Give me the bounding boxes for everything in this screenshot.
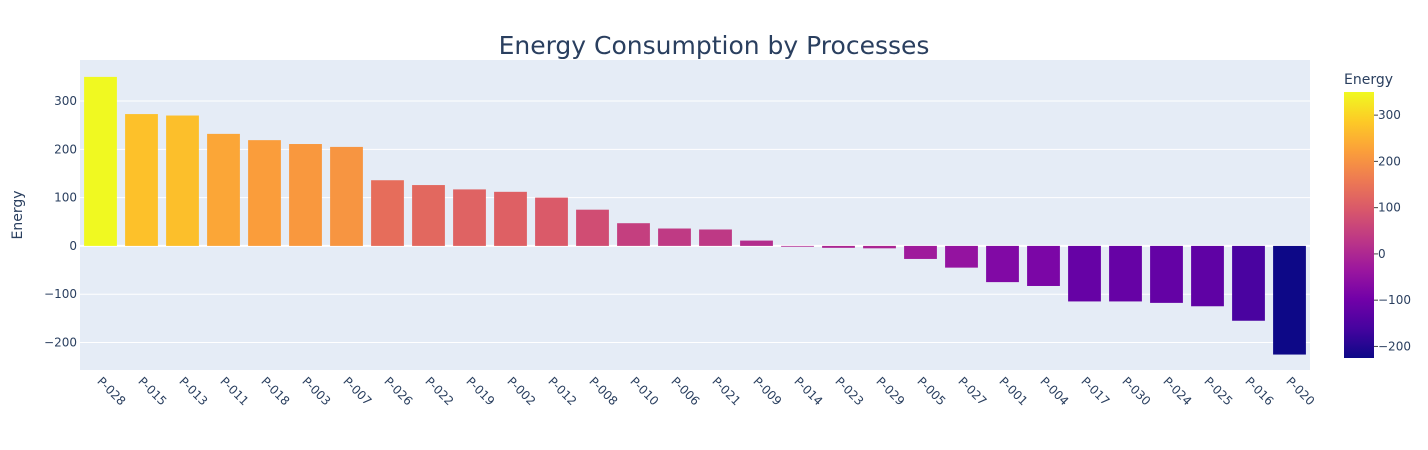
bar [904, 245, 937, 259]
x-tick-label: P-017 [1078, 374, 1112, 408]
x-tick-label: P-007 [340, 374, 374, 408]
bars [84, 76, 1306, 355]
bar [822, 245, 855, 248]
bar [1109, 245, 1142, 302]
bar [617, 223, 650, 246]
chart-title: Energy Consumption by Processes [499, 31, 930, 60]
bar [945, 245, 978, 268]
x-tick-label: P-006 [668, 374, 702, 408]
x-tick-label: P-008 [586, 374, 620, 408]
y-tick-label: 300 [54, 94, 77, 108]
bar [1191, 245, 1224, 307]
bar [494, 191, 527, 246]
x-tick-label: P-011 [217, 374, 251, 408]
x-tick-label: P-020 [1283, 374, 1317, 408]
colorbar-tick-label: −100 [1378, 293, 1411, 307]
x-tick-label: P-024 [1160, 374, 1194, 408]
gridlines [80, 100, 1310, 343]
x-tick-label: P-014 [791, 374, 825, 408]
colorbar-ticks: −200 −100 0 100 200 300 [1374, 108, 1411, 353]
x-tick-label: P-005 [914, 374, 948, 408]
bar [289, 144, 322, 246]
colorbar-tick-label: 200 [1378, 154, 1401, 168]
x-tick-label: P-023 [832, 374, 866, 408]
x-tick-label: P-022 [422, 374, 456, 408]
x-tick-label: P-028 [94, 374, 128, 408]
x-tick-label: P-012 [545, 374, 579, 408]
x-tick-label: P-001 [996, 374, 1030, 408]
bar [576, 209, 609, 246]
y-tick-label: −200 [44, 335, 77, 349]
x-axis-ticks: P-028 P-015 P-013 P-011 P-018 P-003 P-007 P-026… [94, 374, 1317, 408]
x-tick-label: P-010 [627, 374, 661, 408]
bar [658, 228, 691, 246]
x-tick-label: P-019 [463, 374, 497, 408]
x-tick-label: P-018 [258, 374, 292, 408]
x-tick-label: P-026 [381, 374, 415, 408]
x-tick-label: P-025 [1201, 374, 1235, 408]
bar [781, 245, 814, 247]
bar [1150, 245, 1183, 303]
bar [1232, 245, 1265, 321]
x-tick-label: P-030 [1119, 374, 1153, 408]
x-tick-label: P-013 [176, 374, 210, 408]
x-tick-label: P-002 [504, 374, 538, 408]
bar [535, 197, 568, 246]
x-tick-label: P-021 [709, 374, 743, 408]
x-tick-label: P-003 [299, 374, 333, 408]
bar [371, 180, 404, 246]
bar [412, 185, 445, 246]
x-tick-label: P-004 [1037, 374, 1071, 408]
y-tick-label: 200 [54, 142, 77, 156]
x-tick-label: P-009 [750, 374, 784, 408]
plot-area [80, 60, 1310, 370]
x-tick-label: P-027 [955, 374, 989, 408]
y-axis-title: Energy [10, 190, 26, 239]
colorbar-tick-label: 300 [1378, 108, 1401, 122]
colorbar-tick-label: −200 [1378, 339, 1411, 353]
y-axis-ticks: −200 −100 0 100 200 300 [44, 94, 77, 349]
x-tick-label: P-029 [873, 374, 907, 408]
bar [125, 114, 158, 246]
x-tick-label: P-015 [135, 374, 169, 408]
bar [166, 115, 199, 246]
colorbar-tick-label: 0 [1378, 247, 1386, 261]
bar [1068, 245, 1101, 302]
bar [84, 76, 117, 246]
bar [863, 245, 896, 249]
colorbar-title: Energy [1344, 72, 1393, 88]
bar [740, 240, 773, 246]
y-tick-label: 0 [69, 239, 77, 253]
bar [1273, 245, 1306, 355]
bar [1027, 245, 1060, 286]
bar [986, 245, 1019, 283]
x-tick-label: P-016 [1242, 374, 1276, 408]
bar [330, 146, 363, 246]
y-tick-label: −100 [44, 287, 77, 301]
bar [699, 229, 732, 246]
bar [248, 140, 281, 246]
colorbar [1344, 92, 1374, 358]
y-tick-label: 100 [54, 191, 77, 205]
colorbar-tick-label: 100 [1378, 201, 1401, 215]
bar [207, 133, 240, 246]
bar [453, 189, 486, 246]
